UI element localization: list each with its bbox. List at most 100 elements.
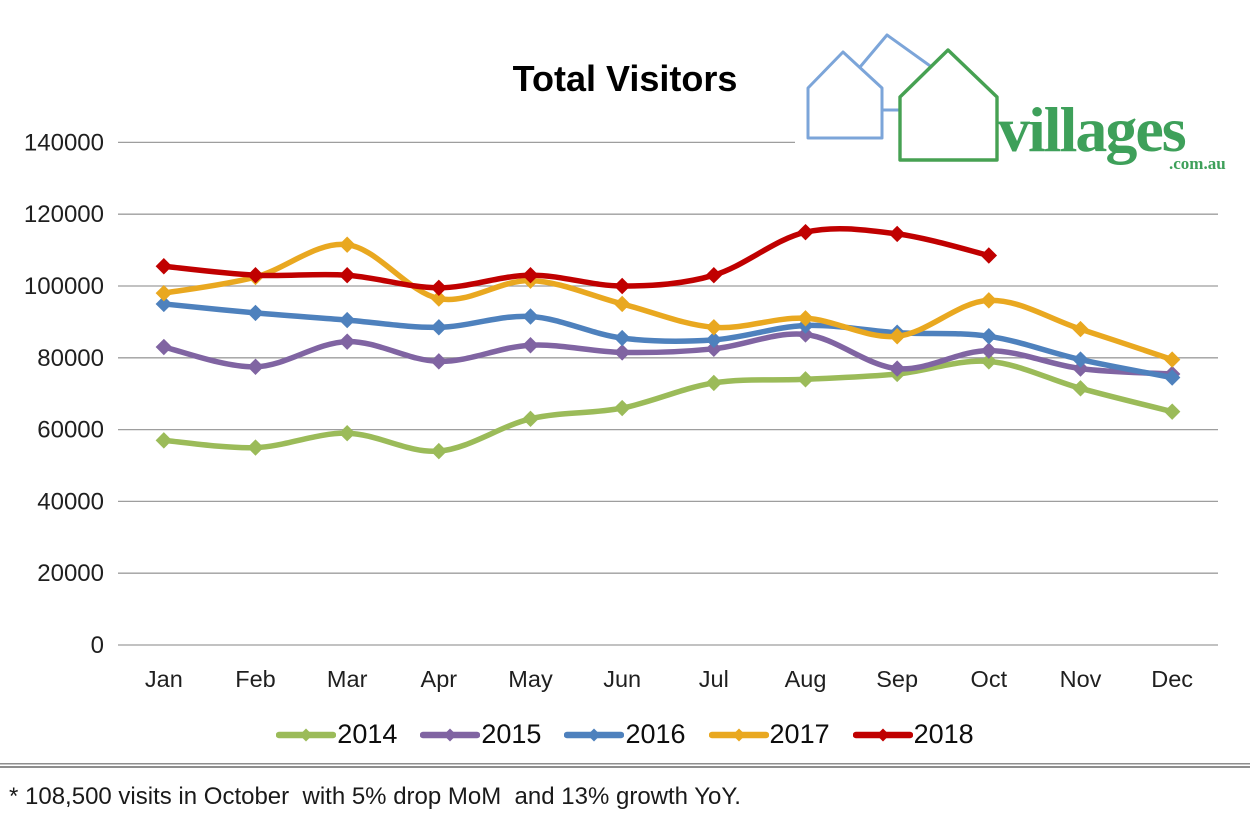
data-point-marker-2016 (522, 308, 539, 325)
series-line-2014 (161, 358, 1175, 454)
data-point-marker-2017 (430, 290, 448, 307)
chart-title: Total Visitors (512, 58, 738, 99)
y-axis-label: 20000 (37, 560, 104, 587)
data-point-marker-2017 (705, 319, 723, 336)
data-point-marker-2016 (705, 331, 723, 349)
y-axis-label: 100000 (24, 273, 104, 300)
y-axis-label: 80000 (37, 345, 104, 372)
data-point-marker-2016 (338, 311, 356, 329)
legend-swatch-icon (564, 728, 625, 741)
data-point-marker-2016 (980, 328, 998, 345)
y-axis-label: 60000 (37, 417, 104, 444)
green-house-icon (898, 48, 999, 162)
legend-item-2015: 2015 (420, 719, 541, 750)
villages-logo: villages .com.au (795, 14, 1250, 172)
data-point-marker-2015 (338, 333, 356, 350)
data-point-marker-2016 (613, 329, 631, 347)
data-point-marker-2016 (430, 319, 448, 336)
data-point-marker-2014 (247, 439, 264, 456)
data-point-marker-2015 (430, 353, 448, 370)
legend-item-2016: 2016 (564, 719, 686, 750)
x-axis-label: Feb (235, 666, 276, 692)
legend-label: 2015 (481, 719, 542, 749)
houses-icon (806, 33, 999, 162)
y-axis-label: 140000 (24, 129, 104, 156)
data-point-marker-2018 (980, 247, 998, 264)
data-point-marker-2017 (1163, 351, 1181, 368)
data-point-marker-2018 (430, 279, 448, 297)
data-point-marker-2018 (797, 223, 814, 241)
data-point-marker-2015 (1072, 360, 1089, 377)
data-point-marker-2017 (797, 310, 814, 327)
x-axis-label: Aug (785, 666, 827, 692)
x-axis-label: Dec (1151, 666, 1193, 692)
data-point-marker-2017 (613, 295, 631, 313)
legend-swatch-icon (852, 728, 913, 741)
data-point-marker-2017 (980, 292, 998, 309)
data-point-marker-2018 (338, 267, 356, 284)
data-point-marker-2016 (155, 295, 173, 313)
footnote-divider (0, 763, 1250, 768)
data-point-marker-2018 (705, 267, 723, 284)
data-point-marker-2018 (888, 225, 906, 243)
data-point-marker-2017 (338, 236, 356, 253)
logo-domain-suffix: .com.au (1169, 154, 1226, 173)
data-point-marker-2018 (155, 258, 173, 275)
data-point-marker-2014 (980, 353, 998, 370)
data-point-marker-2014 (430, 442, 448, 460)
data-point-marker-2015 (522, 337, 539, 354)
legend-label: 2018 (913, 719, 974, 749)
data-point-marker-2014 (797, 371, 814, 388)
x-axis-label: Mar (327, 666, 368, 692)
legend-item-2018: 2018 (852, 719, 974, 750)
front-blue-house-icon (806, 50, 884, 140)
x-axis-label: Jan (145, 666, 183, 692)
legend-label: 2017 (769, 719, 830, 749)
logo-brand-text: villages (998, 94, 1187, 165)
data-point-marker-2015 (705, 340, 723, 358)
legend-marker-icon (443, 728, 457, 741)
legend-swatch-icon (708, 728, 769, 741)
data-point-marker-2016 (1072, 351, 1089, 368)
legend-swatch-icon (420, 728, 481, 741)
data-point-marker-2015 (247, 358, 264, 375)
data-point-marker-2014 (1072, 380, 1089, 397)
data-point-marker-2015 (155, 338, 173, 356)
legend-swatch-icon (276, 728, 337, 741)
series-line-2016 (161, 301, 1175, 381)
data-point-marker-2014 (705, 374, 723, 392)
y-axis-label: 40000 (37, 488, 104, 515)
data-point-marker-2016 (247, 304, 264, 322)
data-point-marker-2014 (155, 432, 173, 449)
x-axis-label: May (508, 666, 553, 692)
data-point-marker-2017 (1072, 320, 1089, 338)
data-point-marker-2015 (980, 342, 998, 359)
data-point-marker-2014 (522, 410, 539, 428)
data-point-marker-2017 (155, 284, 173, 302)
data-point-marker-2015 (888, 360, 906, 377)
data-point-marker-2015 (613, 344, 631, 361)
x-axis-label: Apr (421, 666, 458, 692)
x-axis-label: Nov (1060, 666, 1102, 692)
x-axis-label: Jul (699, 666, 729, 692)
series-line-2018 (161, 225, 992, 291)
data-point-marker-2018 (613, 277, 631, 295)
legend-item-2017: 2017 (708, 719, 830, 750)
legend-label: 2014 (337, 719, 398, 749)
data-point-marker-2014 (1163, 403, 1181, 420)
chart-legend: 2014 2015 2016 2017 2018 (0, 719, 1250, 750)
x-axis-label: Oct (971, 666, 1008, 692)
x-axis-label: Sep (876, 666, 918, 692)
legend-marker-icon (876, 728, 890, 741)
footnote-text: * 108,500 visits in October with 5% drop… (9, 783, 741, 810)
data-point-marker-2017 (888, 328, 906, 345)
data-point-marker-2014 (613, 399, 631, 417)
x-axis-label: Jun (603, 666, 641, 692)
legend-label: 2016 (625, 719, 686, 749)
legend-marker-icon (587, 728, 601, 741)
y-axis-label: 0 (91, 632, 104, 659)
data-point-marker-2016 (1163, 369, 1181, 386)
y-axis-label: 120000 (24, 201, 104, 228)
